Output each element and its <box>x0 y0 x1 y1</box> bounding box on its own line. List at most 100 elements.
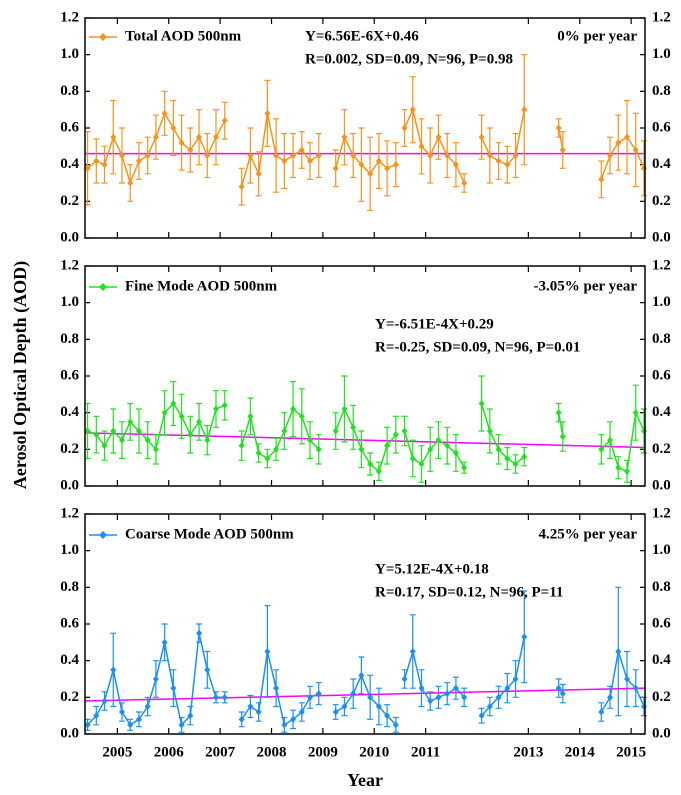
point <box>375 157 382 165</box>
point <box>332 164 339 172</box>
point <box>152 445 159 453</box>
point <box>144 436 151 444</box>
point <box>255 449 262 457</box>
point <box>392 431 399 439</box>
point <box>238 442 245 450</box>
point <box>247 703 254 710</box>
equation: Y=6.56E-6X+0.46 <box>305 28 419 44</box>
equation: Y=5.12E-4X+0.18 <box>375 561 489 577</box>
point <box>161 638 168 646</box>
point <box>555 124 562 132</box>
point <box>247 152 254 159</box>
stats: R=-0.25, SD=0.09, N=96, P=0.01 <box>375 339 580 355</box>
point <box>598 445 605 453</box>
stats: R=0.17, SD=0.12, N=96, P=11 <box>375 584 563 600</box>
point <box>196 418 203 426</box>
point <box>221 401 228 409</box>
point <box>238 715 245 723</box>
point <box>495 445 502 453</box>
x-tick-label: 2013 <box>513 744 543 760</box>
x-tick-label: 2011 <box>411 744 440 760</box>
legend-label: Total AOD 500nm <box>125 28 242 44</box>
point <box>127 721 134 729</box>
y-tick-label: 0.6 <box>60 367 79 383</box>
point <box>435 436 442 444</box>
point <box>367 460 374 468</box>
point <box>461 179 468 187</box>
point <box>624 133 631 141</box>
point <box>358 161 365 169</box>
y2-tick-label: 0.0 <box>652 477 671 493</box>
point <box>273 684 280 692</box>
point <box>273 152 280 159</box>
point <box>187 146 194 154</box>
y2-tick-label: 0.0 <box>652 725 671 741</box>
point <box>238 183 245 191</box>
point <box>358 671 365 679</box>
point <box>495 693 502 701</box>
point <box>341 703 348 710</box>
trend-line <box>84 432 646 449</box>
y-tick-label: 0.8 <box>60 331 79 347</box>
y-tick-label: 0.2 <box>60 193 79 209</box>
point <box>504 455 511 462</box>
point <box>84 721 91 729</box>
point <box>461 464 468 472</box>
point <box>196 133 203 141</box>
y2-tick-label: 0.8 <box>652 579 671 595</box>
point <box>435 693 442 701</box>
point <box>435 133 442 141</box>
point <box>93 157 100 165</box>
point <box>640 703 647 710</box>
point <box>255 170 262 178</box>
point <box>187 712 194 720</box>
point <box>298 146 305 154</box>
x-axis-title: Year <box>347 770 383 790</box>
point <box>559 433 566 440</box>
y-tick-label: 0.4 <box>60 404 79 420</box>
x-tick-label: 2007 <box>205 744 236 760</box>
y2-tick-label: 1.2 <box>652 505 671 521</box>
point <box>392 721 399 729</box>
rate: 4.25% per year <box>539 526 638 542</box>
plot-frame <box>84 17 646 239</box>
stats: R=0.002, SD=0.09, N=96, P=0.98 <box>305 51 513 67</box>
point <box>555 684 562 692</box>
point <box>384 712 391 720</box>
y-tick-label: 1.0 <box>60 542 79 558</box>
y-tick-label: 0.6 <box>60 615 79 631</box>
point <box>281 427 288 435</box>
point <box>281 157 288 165</box>
point <box>598 708 605 716</box>
point <box>418 684 425 692</box>
y2-tick-label: 0.2 <box>652 441 671 457</box>
point <box>521 453 528 461</box>
point <box>409 455 416 462</box>
point <box>152 675 159 683</box>
y2-tick-label: 0.6 <box>652 119 671 135</box>
point <box>607 152 614 159</box>
point <box>170 124 177 132</box>
point <box>624 675 631 683</box>
point <box>392 161 399 169</box>
legend-label: Coarse Mode AOD 500nm <box>125 526 294 542</box>
point <box>504 161 511 169</box>
y2-tick-label: 0.4 <box>652 652 671 668</box>
y2-tick-label: 0.6 <box>652 615 671 631</box>
point <box>367 170 374 178</box>
point <box>247 412 254 420</box>
point <box>350 423 357 431</box>
point <box>444 442 451 450</box>
plot-frame <box>84 513 646 735</box>
legend-marker <box>99 33 107 41</box>
x-tick-label: 2008 <box>256 744 286 760</box>
y-tick-label: 0.0 <box>60 229 79 245</box>
point <box>418 460 425 468</box>
point <box>196 629 203 637</box>
point <box>264 648 271 655</box>
point <box>118 708 125 716</box>
point <box>632 684 639 692</box>
point <box>367 693 374 701</box>
point <box>409 648 416 655</box>
point <box>452 449 459 457</box>
